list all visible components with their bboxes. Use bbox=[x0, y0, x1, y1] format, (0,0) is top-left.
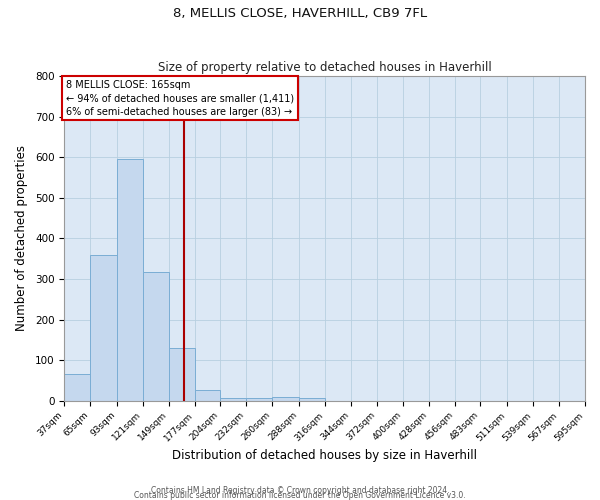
Text: 8, MELLIS CLOSE, HAVERHILL, CB9 7FL: 8, MELLIS CLOSE, HAVERHILL, CB9 7FL bbox=[173, 8, 427, 20]
Bar bbox=[116, 160, 143, 400]
Text: 8 MELLIS CLOSE: 165sqm
← 94% of detached houses are smaller (1,411)
6% of semi-d: 8 MELLIS CLOSE: 165sqm ← 94% of detached… bbox=[66, 80, 294, 116]
Bar bbox=[143, 272, 169, 400]
Bar bbox=[91, 256, 116, 400]
Y-axis label: Number of detached properties: Number of detached properties bbox=[15, 146, 28, 332]
Bar bbox=[299, 398, 325, 400]
Bar bbox=[220, 398, 246, 400]
Text: Contains public sector information licensed under the Open Government Licence v3: Contains public sector information licen… bbox=[134, 490, 466, 500]
Bar bbox=[246, 398, 272, 400]
Bar bbox=[195, 390, 220, 400]
Text: Contains HM Land Registry data © Crown copyright and database right 2024.: Contains HM Land Registry data © Crown c… bbox=[151, 486, 449, 495]
X-axis label: Distribution of detached houses by size in Haverhill: Distribution of detached houses by size … bbox=[172, 450, 477, 462]
Bar bbox=[169, 348, 195, 401]
Bar bbox=[272, 397, 299, 400]
Bar bbox=[64, 374, 91, 400]
Title: Size of property relative to detached houses in Haverhill: Size of property relative to detached ho… bbox=[158, 60, 491, 74]
